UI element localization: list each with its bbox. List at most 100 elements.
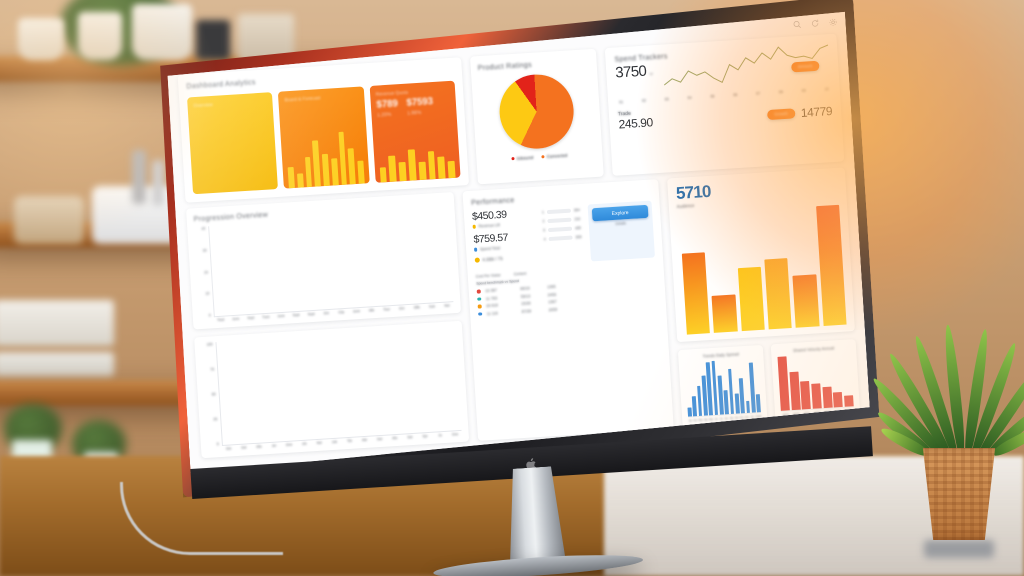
bar[interactable] <box>350 307 363 308</box>
bar[interactable] <box>380 305 393 306</box>
refresh-icon[interactable] <box>810 19 820 29</box>
bar[interactable] <box>275 312 288 313</box>
bar[interactable] <box>789 372 801 411</box>
bar[interactable] <box>335 308 348 309</box>
bar[interactable] <box>313 438 326 439</box>
shelf-bottle-1 <box>132 150 146 204</box>
x-tick: Ju <box>714 416 718 421</box>
bar[interactable] <box>410 303 423 304</box>
x-tick: Gio <box>225 446 232 451</box>
bar[interactable] <box>777 356 790 410</box>
product-ratings-pie[interactable] <box>497 72 576 151</box>
bar[interactable] <box>717 375 723 414</box>
bar[interactable] <box>290 311 303 312</box>
cell-value: 10 397 <box>485 288 498 294</box>
bar-segment <box>343 437 356 438</box>
kpi-card-overview[interactable]: Overview <box>187 92 278 194</box>
audience-bars[interactable] <box>677 205 846 335</box>
pie-legend-label: Inbound <box>516 154 534 161</box>
explore-button[interactable]: Explore <box>592 205 649 221</box>
kpi-sub-value: 1.98% <box>406 109 422 117</box>
bar[interactable] <box>269 441 282 442</box>
trend-pill-badge[interactable]: Amount <box>791 60 820 72</box>
pie-title: Product Ratings <box>477 59 533 73</box>
kpi-big-value: $789 <box>376 98 398 111</box>
bar-segment <box>380 305 393 306</box>
bar[interactable] <box>343 437 356 438</box>
x-tick: De <box>744 414 749 420</box>
progress-row[interactable]: 2 232 <box>542 217 580 223</box>
bar[interactable] <box>816 205 847 326</box>
bar[interactable] <box>756 395 761 413</box>
kpi-card-revenue[interactable]: Revenue Quota $789 1.20% $7593 1.98% <box>369 81 460 183</box>
bar[interactable] <box>246 313 259 314</box>
bar[interactable] <box>439 301 452 302</box>
cell-value: 2456 <box>547 292 557 297</box>
bar[interactable] <box>822 387 832 408</box>
bar-segment <box>358 436 371 437</box>
bar[interactable] <box>682 252 710 334</box>
bar[interactable] <box>284 440 297 441</box>
bar[interactable] <box>833 392 843 407</box>
shelf-bottle-2 <box>152 160 164 206</box>
bar[interactable] <box>811 384 822 409</box>
cell-value: 15/20 <box>521 301 531 307</box>
kpi-card-forecast[interactable]: Board & Forecast <box>278 86 369 188</box>
monitor-screen: Dashboard Analytics Overview Board & For… <box>164 11 871 473</box>
progress-row[interactable]: 3 400 <box>543 226 581 232</box>
progression-plot[interactable]: 40 30 20 10 0 <box>194 211 453 318</box>
bar[interactable] <box>231 314 244 315</box>
bar[interactable] <box>735 393 740 413</box>
progress-row[interactable]: 4 359 <box>544 235 582 241</box>
bar[interactable] <box>844 395 854 407</box>
bar[interactable] <box>712 295 738 333</box>
progress-row[interactable]: 1 394 <box>542 208 580 214</box>
bar-segment <box>335 308 348 309</box>
bar[interactable] <box>800 381 811 410</box>
bar[interactable] <box>373 435 386 436</box>
kpi-card-list: Overview Board & Forecast Revenue <box>187 81 461 195</box>
trends-daily-bars[interactable] <box>685 358 761 417</box>
bar[interactable] <box>224 444 237 445</box>
axis-tick: 05 <box>710 94 715 99</box>
bar[interactable] <box>749 363 756 413</box>
secondary-plot[interactable]: 100 75 50 25 0 <box>201 327 461 447</box>
bar[interactable] <box>724 390 729 414</box>
bar[interactable] <box>738 267 765 331</box>
bar[interactable] <box>298 439 311 440</box>
bar[interactable] <box>328 437 341 438</box>
bar[interactable] <box>239 443 252 444</box>
bar[interactable] <box>793 274 820 328</box>
shared-velocity-bars[interactable] <box>777 352 853 411</box>
bar[interactable] <box>728 369 735 414</box>
growth-pill-badge[interactable]: Growth <box>767 108 795 120</box>
bar[interactable] <box>692 396 697 416</box>
bar[interactable] <box>764 258 792 330</box>
bar[interactable] <box>418 432 431 433</box>
bar[interactable] <box>216 315 229 316</box>
settings-icon[interactable] <box>828 18 838 28</box>
bar[interactable] <box>365 306 378 307</box>
bar[interactable] <box>305 310 318 311</box>
bar-segment <box>216 315 229 316</box>
bar[interactable] <box>254 442 267 443</box>
bar[interactable] <box>395 304 408 305</box>
axis-tick: 06 <box>733 92 738 97</box>
bar[interactable] <box>746 401 751 413</box>
bar-segment <box>448 430 461 431</box>
bar[interactable] <box>448 430 461 431</box>
bar[interactable] <box>261 312 274 313</box>
bar[interactable] <box>687 407 691 417</box>
y-tick: 0 <box>208 313 211 318</box>
bar[interactable] <box>358 436 371 437</box>
search-icon[interactable] <box>792 20 802 30</box>
bar[interactable] <box>425 302 438 303</box>
bar[interactable] <box>320 309 333 310</box>
dashboard-toolbar[interactable] <box>792 18 837 30</box>
bar[interactable] <box>739 378 745 413</box>
bar[interactable] <box>403 433 416 434</box>
bar-segment <box>275 312 288 313</box>
bar[interactable] <box>388 434 401 435</box>
bar[interactable] <box>433 431 446 432</box>
trend-footer: Trade 245.90 Growth 14779 <box>618 98 833 131</box>
